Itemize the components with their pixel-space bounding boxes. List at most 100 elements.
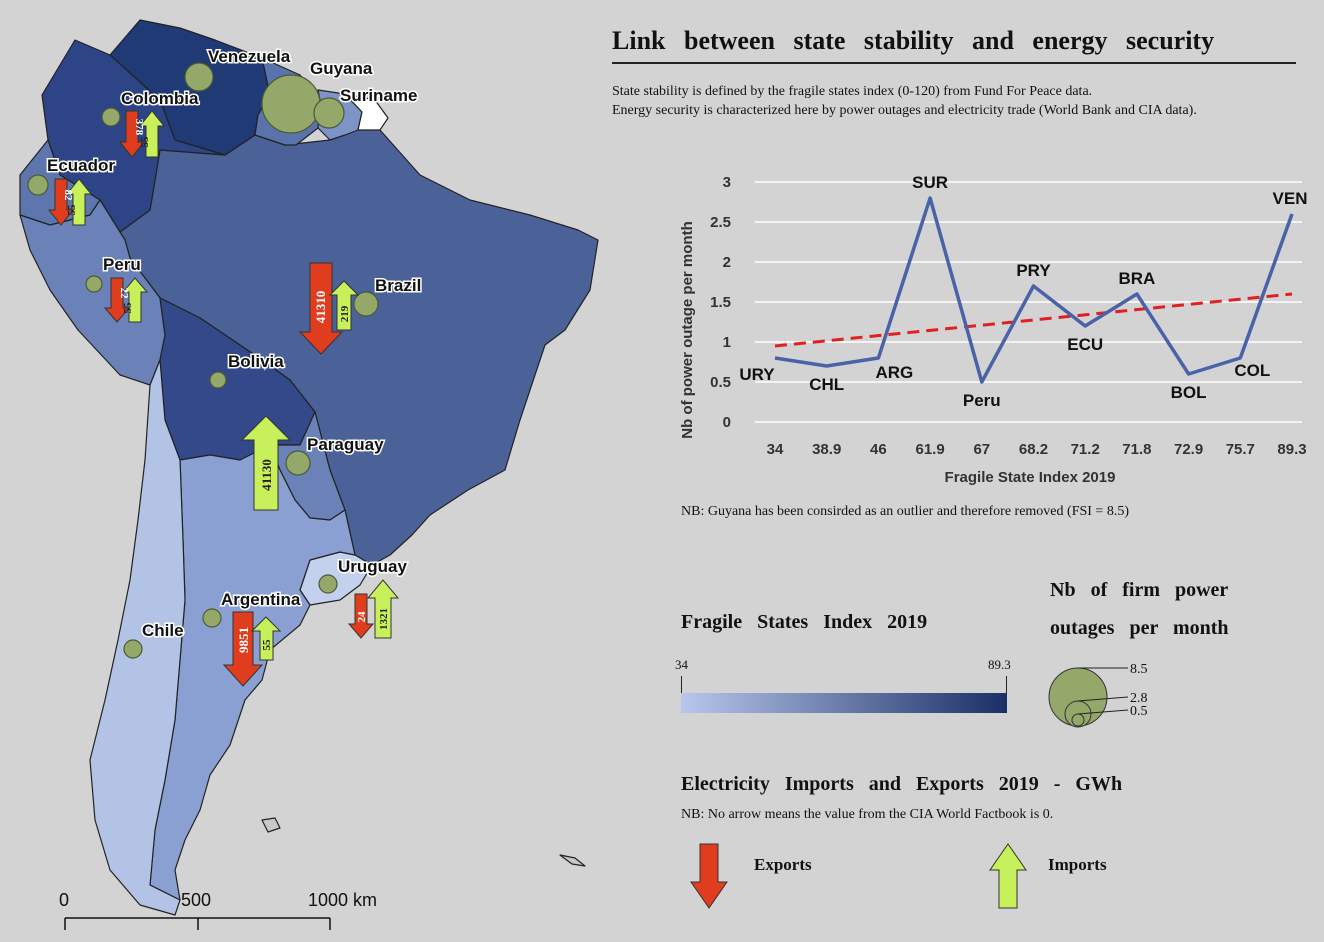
outage-circle-guyana [261, 74, 321, 134]
x-tick-label: 46 [870, 441, 887, 458]
x-tick-label: 71.8 [1122, 441, 1151, 458]
y-tick-label: 0 [723, 414, 731, 431]
map-label-peru: Peru [103, 255, 141, 274]
point-label: BRA [1118, 269, 1155, 288]
y-tick-label: 1.5 [710, 294, 731, 311]
fsi-legend-title: Fragile States Index 2019 [681, 611, 928, 633]
scale-bar: 0 500 1000 km [59, 890, 377, 930]
outage-legend-value-0: 8.5 [1130, 662, 1148, 677]
outage-circle-brazil [353, 291, 379, 317]
fsi-legend-max: 89.3 [988, 657, 1011, 672]
fsi-ramp-tick-right [1006, 676, 1007, 693]
outage-circle-ecuador [27, 174, 49, 196]
outage-legend-value-1: 2.8 [1130, 691, 1148, 706]
fsi-legend-min: 34 [675, 657, 688, 672]
point-label: BOL [1171, 383, 1207, 402]
territory-french-guiana [344, 93, 389, 131]
outage-circle-bolivia [209, 371, 227, 389]
imports-legend-arrow [989, 843, 1027, 909]
point-label: ARG [876, 363, 914, 382]
map-label-venezuela: Venezuela [208, 47, 291, 66]
y-axis-label: Nb of power outage per month [679, 221, 696, 439]
trend-line [774, 292, 1293, 348]
point-label: COL [1234, 361, 1270, 380]
outage-legend-title-1: Nb of firm power [1050, 579, 1229, 601]
map-label-uruguay: Uruguay [338, 557, 408, 576]
map-label-chile: Chile [142, 621, 184, 640]
import-value-peru: 55 [122, 302, 134, 314]
islands-falklands [261, 817, 281, 833]
island-south-georgia [559, 854, 586, 867]
import-value-brazil: 219 [339, 305, 351, 322]
import-arrow-peru [121, 277, 149, 323]
scale-label-500: 500 [181, 890, 211, 910]
map-label-ecuador: Ecuador [47, 156, 115, 175]
fsi-color-ramp [681, 693, 1007, 713]
y-tick-label: 2 [723, 254, 731, 271]
export-arrow-peru [103, 277, 131, 323]
point-label: SUR [912, 173, 948, 192]
outage-legend-title-2: outages per month [1050, 617, 1229, 639]
import-arrow-argentina [250, 616, 282, 661]
outage-circle-chile [123, 639, 143, 659]
outage-circles [27, 62, 379, 659]
import-value-colombia: 55 [139, 136, 151, 148]
x-axis-label: Fragile State Index 2019 [945, 469, 1116, 486]
import-arrow-ecuador [65, 178, 93, 226]
y-tick-label: 3 [723, 174, 731, 191]
map-label-colombia: Colombia [121, 89, 199, 108]
export-value-brazil: 41310 [313, 291, 328, 324]
map-label-paraguay: Paraguay [307, 435, 384, 454]
page-title: Link between state stability and energy … [612, 26, 1296, 64]
export-arrow-brazil [298, 262, 344, 355]
outage-legend-value-2: 0.5 [1130, 704, 1148, 719]
import-value-uruguay: 1321 [378, 608, 390, 630]
x-tick-label: 75.7 [1226, 441, 1255, 458]
outage-circle-argentina [202, 608, 222, 628]
import-arrow-uruguay [366, 579, 400, 639]
scale-label-0: 0 [59, 890, 69, 910]
x-tick-label: 34 [767, 441, 784, 458]
export-value-colombia: 378 [133, 119, 145, 136]
x-tick-label: 61.9 [915, 441, 944, 458]
map-label-guyana: Guyana [310, 59, 373, 78]
export-value-argentina: 9851 [236, 627, 251, 653]
outage-circle-peru [85, 275, 103, 293]
export-arrow-uruguay [347, 593, 375, 639]
import-arrow-colombia [138, 110, 166, 158]
export-value-ecuador: 82 [62, 190, 74, 202]
outage-size-legend: 8.5 2.8 0.5 [1048, 662, 1148, 728]
fsi-ramp-tick-left [681, 676, 682, 693]
point-label: PRY [1016, 261, 1051, 280]
x-tick-label: 71.2 [1071, 441, 1100, 458]
export-value-peru: 22 [118, 288, 130, 300]
y-tick-label: 2.5 [710, 214, 731, 231]
country-chile [89, 359, 186, 916]
x-tick-label: 67 [973, 441, 990, 458]
y-tick-label: 1 [723, 334, 731, 351]
import-value-argentina: 55 [261, 639, 273, 651]
export-value-uruguay: 24 [356, 611, 368, 623]
import-value-paraguay: 41130 [259, 459, 274, 491]
scale-label-1000: 1000 km [308, 890, 377, 910]
outage-circle-venezuela [184, 62, 214, 92]
subtitle-line-1: State stability is defined by the fragil… [612, 84, 1093, 99]
guyana-note: NB: Guyana has been consirded as an outl… [681, 504, 1129, 519]
point-label: ECU [1067, 335, 1103, 354]
map-label-suriname: Suriname [340, 86, 417, 105]
point-label: Peru [963, 391, 1001, 410]
exports-legend-arrow [690, 843, 728, 909]
y-tick-label: 0.5 [710, 374, 731, 391]
x-tick-label: 68.2 [1019, 441, 1048, 458]
x-tick-label: 89.3 [1277, 441, 1306, 458]
map-label-bolivia: Bolivia [228, 352, 284, 371]
imports-legend-label: Imports [1048, 855, 1107, 874]
point-label: CHL [809, 375, 844, 394]
map-label-brazil: Brazil [375, 276, 421, 295]
south-america-map: Venezuela Guyana Suriname Colombia Ecuad… [19, 19, 599, 930]
outage-circle-suriname [313, 97, 345, 129]
import-arrow-brazil [328, 280, 360, 331]
outage-circle-uruguay [318, 574, 338, 594]
subtitle-line-2: Energy security is characterized here by… [612, 103, 1197, 118]
outage-circle-colombia [101, 107, 121, 127]
